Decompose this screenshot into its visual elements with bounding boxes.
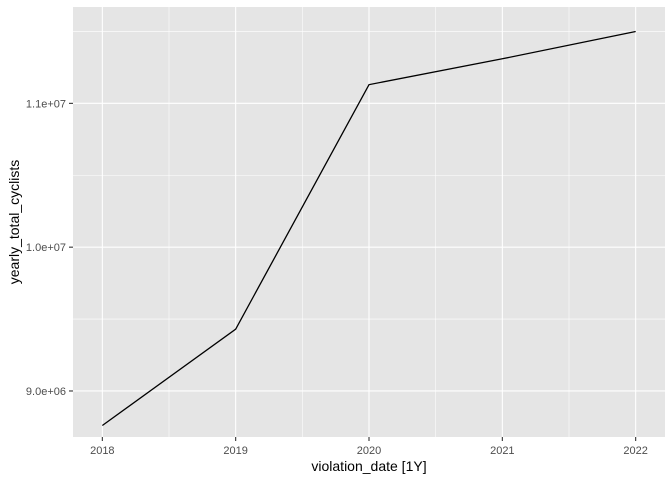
series-line xyxy=(101,30,636,427)
y-tick-label: 1.1e+07 xyxy=(26,98,66,110)
x-tick-label: 2020 xyxy=(357,445,381,457)
y-tick-label: 9.0e+06 xyxy=(26,386,66,398)
y-axis-title: yearly_total_cyclists xyxy=(6,160,22,285)
tick-labels: 2018 2019 2020 2021 2022 9.0e+06 1.0e+07 1.1e+0… xyxy=(26,98,648,457)
x-tick-label: 2022 xyxy=(623,445,647,457)
grid-major xyxy=(73,7,665,437)
x-tick-label: 2019 xyxy=(223,445,247,457)
x-tick-label: 2018 xyxy=(90,445,114,457)
x-tick-label: 2021 xyxy=(490,445,514,457)
y-tick-label: 1.0e+07 xyxy=(26,242,66,254)
axis-ticks xyxy=(69,102,637,441)
x-axis-title: violation_date [1Y] xyxy=(311,458,426,474)
